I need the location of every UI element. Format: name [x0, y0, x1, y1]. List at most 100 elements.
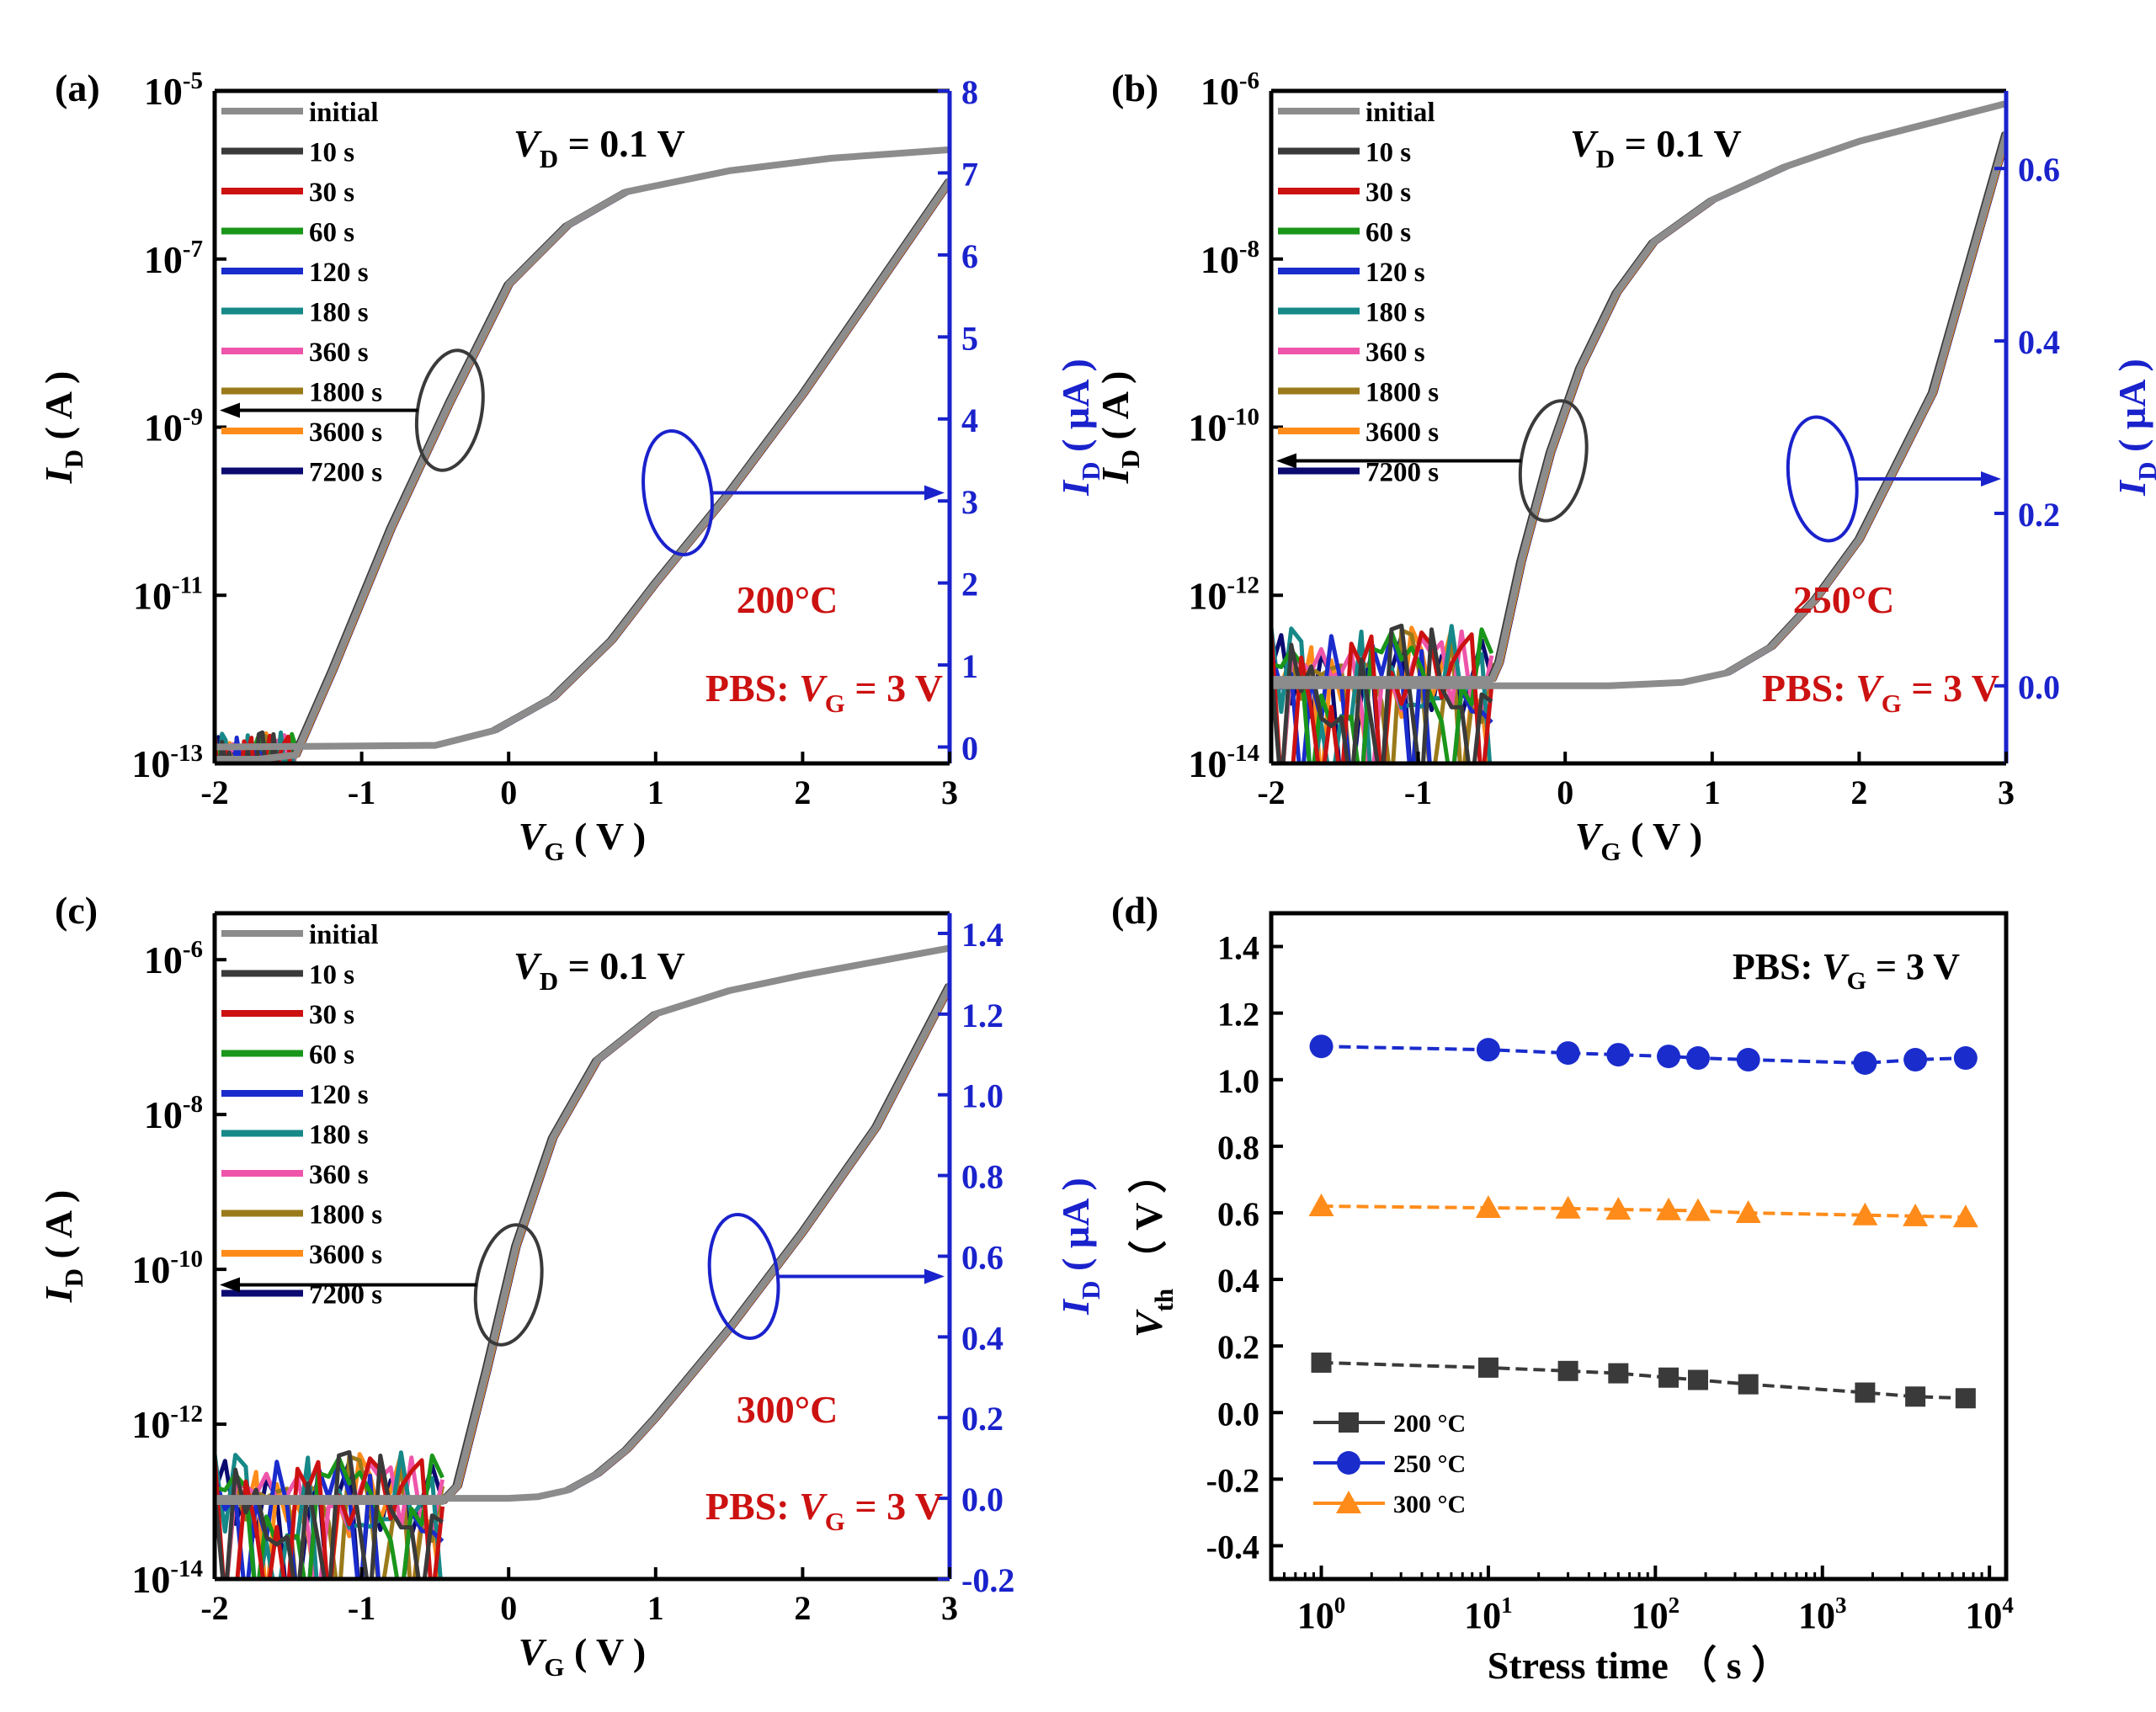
y-tick-label: 0.2 [1217, 1328, 1259, 1366]
data-point [1685, 1046, 1710, 1071]
legend: 200 °C 250 °C 300 °C [1313, 1410, 1466, 1518]
y-right-tick-label: 1 [961, 647, 978, 685]
offstate-noise-3 [215, 1453, 445, 1579]
legend-label-0: initial [1365, 98, 1435, 128]
linear-curve-0 [215, 178, 950, 751]
panel-label: (d) [1111, 889, 1158, 932]
data-point [1475, 1195, 1501, 1219]
y-left-tick-label: 10-8 [144, 1091, 203, 1136]
x-tick-label: 1 [1704, 774, 1721, 811]
data-point [1905, 1386, 1926, 1407]
data-point [1555, 1195, 1581, 1219]
data-point [1687, 1369, 1708, 1390]
y-left-tick-label: 10-12 [131, 1401, 203, 1446]
annotation-ellipse-left [414, 348, 485, 472]
legend-marker-0 [1339, 1412, 1359, 1433]
data-point [1903, 1048, 1928, 1072]
data-point [1853, 1050, 1877, 1075]
y-left-tick-label: 10-6 [1200, 67, 1259, 113]
annotation-arrowhead-right [1981, 471, 2001, 486]
legend-label-1: 10 s [1365, 138, 1411, 168]
y-tick-label: 1.2 [1217, 996, 1259, 1034]
legend-label-3: 60 s [309, 1040, 354, 1071]
panel-d: 100 101 102 103 104 -0.4 -0.2 0.0 0.2 0.4 0.6 0.8 1.… [1111, 889, 2014, 1687]
x-tick-label: 3 [941, 774, 958, 811]
x-tick-label: 103 [1798, 1592, 1847, 1636]
y-left-tick-label: 10-13 [131, 740, 203, 785]
y-left-tick-label: 10-6 [144, 936, 203, 981]
annotation-arrowhead-right [924, 485, 945, 501]
data-point [1736, 1048, 1760, 1072]
y-left-tick-label: 10-10 [1188, 404, 1259, 449]
x-axis-label: VG ( V ) [519, 815, 647, 866]
series-0 [1311, 1352, 1976, 1409]
annotation-ellipse-right [1786, 415, 1859, 543]
legend-label-0: 200 °C [1393, 1410, 1466, 1438]
data-point [1311, 1352, 1332, 1373]
offstate-noise-1 [1271, 623, 1493, 763]
series-1 [1309, 1034, 1978, 1075]
annotation-arrowhead-left [1276, 453, 1296, 469]
panel-c: -2 -1 0 1 2 3 10-6 10-8 10-10 10-12 10-14 -0.2 0.0 0.… [37, 889, 1105, 1682]
x-tick-label: 104 [1965, 1592, 2014, 1636]
data-point [1738, 1374, 1759, 1395]
data-point [1308, 1194, 1334, 1217]
pbs-label: PBS: VG = 3 V [705, 667, 943, 718]
x-tick-label: -1 [1404, 774, 1432, 811]
y-right-tick-label: 4 [961, 401, 978, 439]
y-tick-label: -0.4 [1206, 1528, 1259, 1566]
y-tick-label: 0.8 [1217, 1129, 1259, 1167]
y-right-tick-label: 0.4 [2018, 323, 2060, 361]
y-left-tick-label: 10-10 [131, 1246, 203, 1291]
legend-label-5: 180 s [309, 298, 369, 328]
log-curve-0 [1271, 100, 2006, 683]
y-left-tick-label: 10-7 [144, 236, 203, 281]
data-point [1953, 1046, 1978, 1071]
x-tick-label: 0 [500, 1589, 517, 1627]
legend: initial 10 s 30 s 60 s 120 s 180 s 360 s 1800 s… [1278, 98, 1439, 488]
annotation-ellipse-right [641, 428, 714, 556]
x-tick-label: 0 [500, 774, 517, 811]
annotation-arrowhead-left [220, 1277, 240, 1293]
y-tick-label: 0.6 [1217, 1195, 1259, 1233]
offstate-noise-2 [1271, 630, 1494, 763]
y-right-tick-label: 0.8 [961, 1158, 1003, 1196]
panel-label: (b) [1111, 66, 1158, 109]
data-point [1855, 1382, 1876, 1403]
data-point [1735, 1199, 1761, 1223]
x-tick-label: 3 [1998, 774, 2015, 811]
legend-label-2: 30 s [1365, 178, 1411, 208]
y-right-tick-label: 7 [961, 155, 978, 193]
legend-label-3: 60 s [1365, 218, 1411, 248]
legend-label-4: 120 s [309, 258, 369, 288]
y-left-tick-label: 10-14 [1188, 740, 1259, 785]
x-tick-label: 100 [1297, 1592, 1346, 1636]
x-axis-label: VG ( V ) [519, 1630, 647, 1682]
legend: initial 10 s 30 s 60 s 120 s 180 s 360 s 1800 s… [221, 98, 382, 488]
annotation-arrowhead-left [220, 402, 240, 418]
plot-frame [1269, 911, 2009, 1582]
y-left-axis-label: ID ( A ) [1094, 371, 1145, 485]
y-left-tick-label: 10-5 [144, 67, 203, 113]
legend-label-6: 360 s [1365, 338, 1425, 368]
data-point [1476, 1038, 1500, 1062]
y-tick-label: 1.0 [1217, 1062, 1259, 1100]
x-tick-label: -2 [200, 1589, 228, 1627]
y-right-axis-label: ID ( µA ) [2111, 359, 2156, 497]
pbs-label: PBS: VG = 3 V [1733, 946, 1960, 995]
curves [215, 944, 950, 1579]
data-point [1955, 1388, 1976, 1409]
data-point [1608, 1363, 1629, 1384]
series-line [1321, 1204, 1966, 1220]
pbs-label: PBS: VG = 3 V [705, 1485, 943, 1536]
x-tick-label: 2 [794, 774, 811, 811]
data-point [1852, 1202, 1878, 1226]
y-tick-label: 0.4 [1217, 1262, 1259, 1300]
linear-curve-0 [1271, 130, 2006, 689]
legend-label-5: 180 s [309, 1120, 369, 1151]
y-right-tick-label: 2 [961, 566, 978, 603]
series-line [1321, 1045, 1966, 1066]
data-point [1657, 1045, 1681, 1069]
data-point [1477, 1357, 1499, 1378]
y-right-tick-label: 5 [961, 319, 978, 357]
